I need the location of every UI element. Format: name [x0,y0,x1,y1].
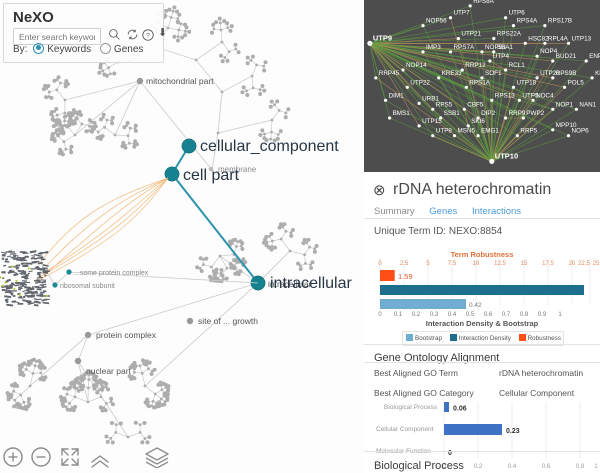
svg-text:0: 0 [378,261,382,267]
svg-text:cellular_component: cellular_component [200,138,339,155]
svg-text:0.3: 0.3 [430,312,439,318]
svg-text:10: 10 [473,261,480,267]
svg-text:RCL1: RCL1 [509,62,526,69]
svg-text:RPS5: RPS5 [436,101,453,108]
svg-text:RPS4A: RPS4A [517,18,538,25]
svg-text:UTP4: UTP4 [493,53,510,60]
svg-text:0.06: 0.06 [453,406,467,413]
svg-text:ENP1: ENP1 [589,53,600,60]
svg-text:12.5: 12.5 [494,261,506,267]
svg-text:15: 15 [521,261,528,267]
svg-text:POL5: POL5 [568,79,585,86]
svg-text:1: 1 [558,312,562,318]
svg-text:0: 0 [378,312,382,318]
svg-text:UTP5: UTP5 [522,92,539,99]
svg-text:DIM1: DIM1 [389,92,405,99]
svg-text:Biological Process: Biological Process [384,404,438,411]
svg-text:2.5: 2.5 [400,261,409,267]
svg-text:CBF5: CBF5 [467,101,484,108]
svg-text:UTP18: UTP18 [517,79,537,86]
svg-text:Cellular Component: Cellular Component [376,426,434,433]
svg-text:UTP10: UTP10 [495,151,518,160]
svg-text:RPS17B: RPS17B [548,18,572,25]
svg-text:RPL4A: RPL4A [548,35,569,42]
svg-text:RRP12: RRP12 [465,62,486,69]
svg-text:22.5: 22.5 [578,261,590,267]
svg-text:PWP2: PWP2 [526,110,544,117]
svg-text:SOF1: SOF1 [485,70,502,77]
svg-text:NAN1: NAN1 [579,101,596,108]
svg-text:?: ? [146,32,150,39]
svg-text:KRE33: KRE33 [442,70,462,77]
svg-text:0.6: 0.6 [484,312,493,318]
svg-text:RRP45: RRP45 [379,70,400,77]
svg-text:RPS8A: RPS8A [473,0,494,5]
svg-text:HSC82: HSC82 [528,35,549,42]
svg-text:0.23: 0.23 [506,428,520,435]
svg-text:0.2: 0.2 [412,312,421,318]
svg-text:1.59: 1.59 [398,272,413,281]
svg-text:UTP9: UTP9 [373,33,392,42]
svg-text:RPS13: RPS13 [495,92,515,99]
svg-text:DIP2: DIP2 [481,110,495,117]
svg-text:RPS9B: RPS9B [556,70,577,77]
svg-text:BMS1: BMS1 [393,110,411,117]
svg-text:ribosomal subunit: ribosomal subunit [60,283,115,290]
svg-text:UTP22: UTP22 [410,79,430,86]
svg-text:UTP21: UTP21 [461,31,481,38]
svg-text:17.5: 17.5 [542,261,554,267]
svg-text:EMG1: EMG1 [481,128,499,135]
svg-text:20: 20 [569,261,576,267]
svg-text:MSN5: MSN5 [458,128,476,135]
svg-text:RRP9: RRP9 [509,110,526,117]
svg-text:intracellular: intracellular [270,275,352,292]
svg-text:0.1: 0.1 [394,312,403,318]
svg-text:0.4: 0.4 [448,312,457,318]
svg-text:NOP56: NOP56 [426,18,447,25]
svg-text:0.9: 0.9 [538,312,547,318]
svg-text:SKI6: SKI6 [471,118,485,125]
svg-text:5: 5 [426,261,430,267]
svg-text:0.2: 0.2 [474,464,483,470]
svg-text:UTP15: UTP15 [422,118,442,125]
svg-text:SSA1: SSA1 [497,44,514,51]
svg-text:1: 1 [594,464,598,470]
svg-text:NOP6: NOP6 [572,128,590,135]
svg-text:KR: KR [595,70,600,77]
svg-text:UTP6: UTP6 [509,10,526,17]
svg-text:0.8: 0.8 [576,464,585,470]
svg-text:...some protein complex: ...some protein complex [74,270,149,277]
svg-text:NOP14: NOP14 [406,62,427,69]
svg-text:NOC4: NOC4 [536,92,554,99]
svg-text:cell part: cell part [183,167,240,184]
svg-text:NOP1: NOP1 [556,101,574,108]
svg-text:IMP3: IMP3 [426,44,441,51]
svg-text:RPS1A: RPS1A [469,79,490,86]
svg-text:UTP8: UTP8 [436,128,453,135]
svg-text:RPS22A: RPS22A [497,31,522,38]
svg-text:UTP7: UTP7 [454,10,471,17]
svg-text:RPS7A: RPS7A [454,44,475,51]
svg-text:0.7: 0.7 [502,312,511,318]
svg-text:0.6: 0.6 [542,464,551,470]
svg-text:UTP13: UTP13 [572,35,592,42]
svg-text:RRP5: RRP5 [520,128,537,135]
svg-text:NOP4: NOP4 [540,48,558,55]
svg-text:25: 25 [593,261,600,267]
svg-text:BUD21: BUD21 [556,53,577,60]
svg-text:SSB1: SSB1 [444,110,461,117]
svg-text:0.8: 0.8 [520,312,529,318]
svg-text:0.4: 0.4 [508,464,517,470]
svg-text:0.5: 0.5 [466,312,475,318]
svg-text:7.5: 7.5 [448,261,457,267]
